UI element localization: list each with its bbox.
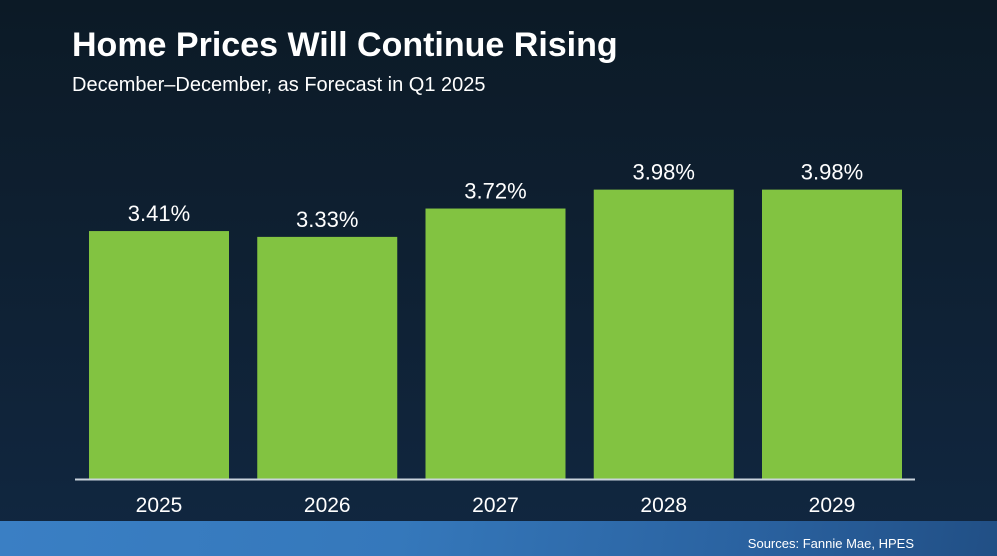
bar-2027 xyxy=(425,208,566,479)
chart-title: Home Prices Will Continue Rising xyxy=(72,26,618,64)
data-label-2026: 3.33% xyxy=(296,207,358,232)
x-tick-label-2026: 2026 xyxy=(304,494,351,517)
data-label-2029: 3.98% xyxy=(801,160,863,185)
chart-subtitle: December–December, as Forecast in Q1 202… xyxy=(72,74,486,96)
bar-2029 xyxy=(762,189,902,479)
data-label-2027: 3.72% xyxy=(464,179,526,204)
x-tick-label-2029: 2029 xyxy=(809,494,856,517)
bars-group xyxy=(89,189,902,479)
x-tick-label-2025: 2025 xyxy=(136,494,183,517)
bar-2026 xyxy=(257,236,398,479)
source-note: Sources: Fannie Mae, HPES xyxy=(747,536,914,551)
data-label-2025: 3.41% xyxy=(128,201,190,226)
data-labels-group: 3.41% 3.33% 3.72% 3.98% 3.98% xyxy=(128,160,863,232)
footer-band xyxy=(0,521,997,556)
x-tick-labels-group: 2025 2026 2027 2028 2029 xyxy=(136,494,856,517)
bar-2028 xyxy=(593,189,734,479)
bar-2025 xyxy=(89,231,229,479)
x-tick-label-2028: 2028 xyxy=(640,494,687,517)
data-label-2028: 3.98% xyxy=(633,160,695,185)
x-tick-label-2027: 2027 xyxy=(472,494,519,517)
